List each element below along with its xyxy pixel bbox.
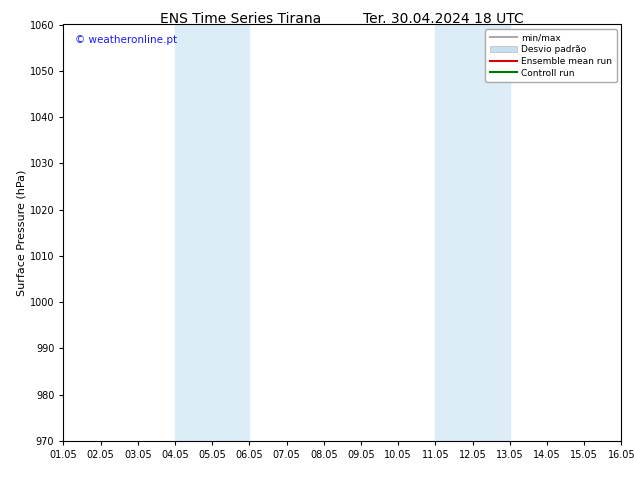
Text: Ter. 30.04.2024 18 UTC: Ter. 30.04.2024 18 UTC: [363, 12, 524, 26]
Text: ENS Time Series Tirana: ENS Time Series Tirana: [160, 12, 321, 26]
Bar: [436, 24, 510, 441]
Legend: min/max, Desvio padrão, Ensemble mean run, Controll run: min/max, Desvio padrão, Ensemble mean ru…: [485, 29, 617, 82]
Y-axis label: Surface Pressure (hPa): Surface Pressure (hPa): [17, 170, 27, 296]
Bar: [175, 24, 249, 441]
Text: © weatheronline.pt: © weatheronline.pt: [75, 35, 177, 45]
